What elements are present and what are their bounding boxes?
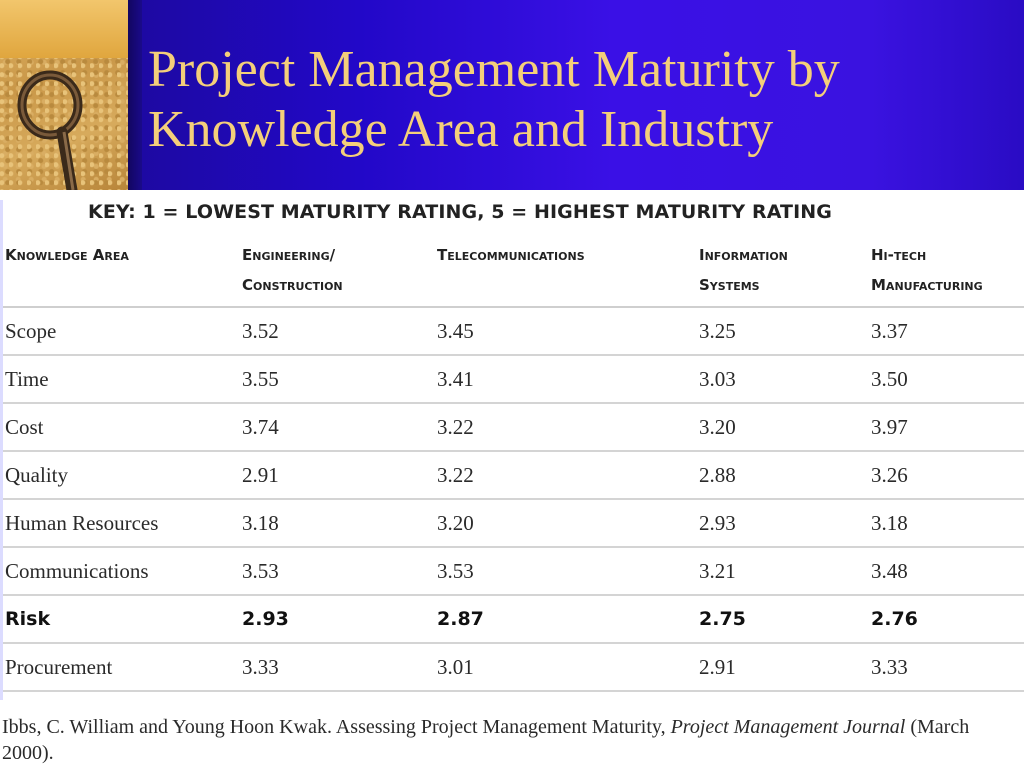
cell-rating: 3.01 [435,643,697,692]
cell-rating: 2.88 [697,451,869,500]
citation-date: (March 2000). [2,716,970,764]
table-body: Scope 3.52 3.45 3.25 3.37 Time 3.55 3.41 3.03 3.5… [3,307,1024,692]
cell-rating: 3.03 [697,355,869,404]
table-row: Risk 2.93 2.87 2.75 2.76 [3,595,1024,644]
header-label: Construction [242,276,343,294]
cell-knowledge-area: Communications [3,547,240,596]
header-label: Telecommunications [437,246,585,264]
cell-knowledge-area: Quality [3,451,240,500]
cell-rating: 3.20 [435,499,697,548]
cell-rating: 3.48 [869,547,1024,596]
slide-title: Project Management Maturity by Knowledge… [148,40,1008,160]
rating-key: KEY: 1 = LOWEST MATURITY RATING, 5 = HIG… [88,201,832,223]
cell-rating: 2.87 [435,595,697,644]
cell-rating: 3.21 [697,547,869,596]
slide-title-line-2: Knowledge Area and Industry [148,101,774,158]
table-row: Quality 2.91 3.22 2.88 3.26 [3,451,1024,500]
cell-rating: 2.93 [240,595,435,644]
cell-rating: 3.25 [697,307,869,356]
table-row: Human Resources 3.18 3.20 2.93 3.18 [3,499,1024,548]
photo-strip [0,0,128,58]
cell-rating: 3.97 [869,403,1024,452]
left-margin-mark [0,200,3,700]
cell-rating: 3.22 [435,451,697,500]
header-telecommunications: Telecommunications [435,234,697,308]
citation-authors-title: Ibbs, C. William and Young Hoon Kwak. As… [2,716,666,738]
key-photo-icon [17,70,83,190]
title-banner [0,0,1024,190]
header-label: Information [699,246,788,264]
banner-edge [128,0,142,190]
cell-rating: 3.52 [240,307,435,356]
cell-knowledge-area: Time [3,355,240,404]
cell-rating: 2.76 [869,595,1024,644]
cell-rating: 3.18 [240,499,435,548]
citation-journal: Project Management Journal [670,716,906,738]
slide-title-line-1: Project Management Maturity by [148,41,840,98]
header-label: Knowledge Area [5,246,129,264]
cell-rating: 3.33 [869,643,1024,692]
table-header-row: Knowledge Area Engineering/Construction … [3,234,1024,308]
header-label: Hi-tech [871,246,927,264]
cell-rating: 2.93 [697,499,869,548]
header-label: Systems [699,276,760,294]
header-label: Manufacturing [871,276,983,294]
header-information-systems: Information Systems [697,234,869,308]
cell-rating: 2.75 [697,595,869,644]
header-engineering-construction: Engineering/Construction [240,234,435,308]
cell-rating: 3.45 [435,307,697,356]
cell-rating: 3.53 [240,547,435,596]
cell-rating: 3.20 [697,403,869,452]
cell-knowledge-area: Human Resources [3,499,240,548]
table-row: Scope 3.52 3.45 3.25 3.37 [3,307,1024,356]
cell-rating: 3.55 [240,355,435,404]
cell-knowledge-area: Procurement [3,643,240,692]
cell-rating: 3.26 [869,451,1024,500]
cell-rating: 3.50 [869,355,1024,404]
cell-rating: 3.18 [869,499,1024,548]
table-row: Procurement 3.33 3.01 2.91 3.33 [3,643,1024,692]
table-row: Time 3.55 3.41 3.03 3.50 [3,355,1024,404]
header-label: Engineering/ [242,246,336,264]
table-row: Cost 3.74 3.22 3.20 3.97 [3,403,1024,452]
cell-knowledge-area: Risk [3,595,240,644]
cell-rating: 3.41 [435,355,697,404]
cell-rating: 2.91 [240,451,435,500]
cell-knowledge-area: Cost [3,403,240,452]
cell-rating: 3.74 [240,403,435,452]
header-knowledge-area: Knowledge Area [3,234,240,308]
cell-rating: 3.53 [435,547,697,596]
cell-rating: 3.37 [869,307,1024,356]
cell-knowledge-area: Scope [3,307,240,356]
cell-rating: 3.22 [435,403,697,452]
cell-rating: 3.33 [240,643,435,692]
maturity-table: Knowledge Area Engineering/Construction … [3,234,1024,692]
header-hi-tech-manufacturing: Hi-tech Manufacturing [869,234,1024,308]
citation: Ibbs, C. William and Young Hoon Kwak. As… [2,714,1002,766]
cell-rating: 2.91 [697,643,869,692]
table-row: Communications 3.53 3.53 3.21 3.48 [3,547,1024,596]
